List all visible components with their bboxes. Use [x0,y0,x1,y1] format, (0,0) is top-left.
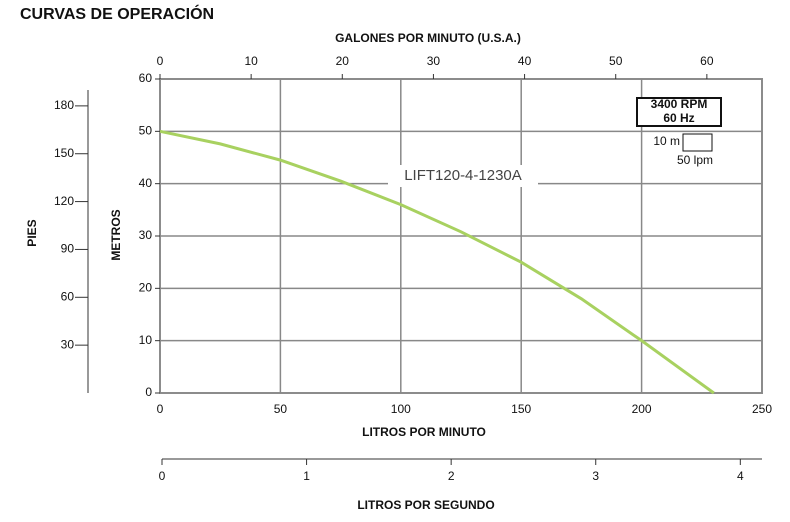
top-tick-label: 60 [700,54,714,68]
y-tick-label: 0 [145,385,152,399]
y-tick-label: 50 [139,124,153,138]
legend-scale-x: 50 lpm [677,153,713,167]
left-tick-label: 180 [54,98,74,112]
x-tick-label: 150 [511,402,531,416]
top-tick-label: 30 [427,54,441,68]
top-tick-label: 50 [609,54,623,68]
legend-speed: 3400 RPM [651,97,708,111]
top-tick-label: 20 [336,54,350,68]
x-tick-label: 200 [632,402,652,416]
x-tick-label: 250 [752,402,772,416]
left-tick-label: 150 [54,146,74,160]
y-tick-label: 20 [139,281,153,295]
y-tick-label: 60 [139,71,153,85]
top-tick-label: 40 [518,54,532,68]
chart-title: CURVAS DE OPERACIÓN [20,4,214,23]
left-axis-label: PIES [25,219,39,246]
legend-frequency: 60 Hz [663,111,694,125]
legend-scale-y: 10 m [653,134,680,148]
top-axis-label: GALONES POR MINUTO (U.S.A.) [335,31,521,45]
left-tick-label: 60 [61,289,75,303]
bottom-axis-label: LITROS POR SEGUNDO [357,498,494,512]
legend-scale-box [682,133,713,152]
y-tick-label: 10 [139,333,153,347]
x-tick-label: 50 [274,402,288,416]
pump-curve [159,129,715,395]
left-tick-label: 90 [61,242,75,256]
left-tick-label: 30 [61,337,75,351]
bottom-tick-label: 2 [448,469,455,483]
top-tick-label: 0 [157,54,164,68]
x-axis-label: LITROS POR MINUTO [362,425,486,439]
curve-label: LIFT120-4-1230A [404,167,522,184]
bottom-tick-label: 1 [303,469,310,483]
legend-box [636,97,722,127]
y-tick-label: 40 [139,176,153,190]
top-tick-label: 10 [244,54,258,68]
y-axis-label: METROS [109,209,123,260]
bottom-tick-label: 4 [737,469,744,483]
y-tick-label: 30 [139,228,153,242]
x-tick-label: 100 [391,402,411,416]
bottom-tick-label: 3 [592,469,599,483]
bottom-tick-label: 0 [159,469,166,483]
left-tick-label: 120 [54,194,74,208]
x-tick-label: 0 [157,402,164,416]
curve-label-bg [388,165,538,187]
